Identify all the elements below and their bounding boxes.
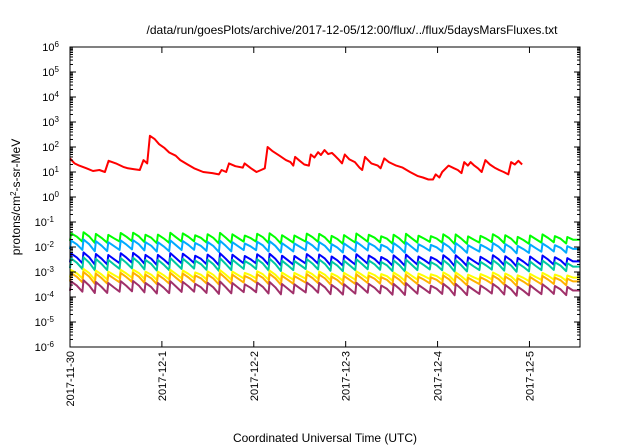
y-tick-exponent: 4 [55,90,60,99]
y-tick-base: 10 [42,192,54,204]
y-tick-label: 106 [42,40,59,55]
y-tick-exponent: -3 [47,265,55,274]
y-tick-label: 10-6 [35,340,55,355]
series-line-7 [69,279,580,297]
series-line-2 [69,238,580,255]
series-layer [69,134,580,297]
y-tick-exponent: 1 [55,165,60,174]
x-axis: 2017-11-30 2017-12-1 2017-12-2 2017-12-3 201… [65,47,536,406]
x-tick-label: 2017-12-1 [157,351,169,401]
series-line-6 [69,271,580,287]
y-tick-exponent: -1 [47,215,55,224]
y-tick-label: 103 [42,115,59,130]
y-tick-base: 10 [35,342,47,354]
y-axis-label-exponent: 2 [9,191,18,196]
x-axis-label: Coordinated Universal Time (UTC) [233,431,417,445]
y-tick-exponent: 5 [55,65,60,74]
series-line-1 [69,231,580,246]
y-axis-label: protons/cm2-s-sr-MeV [9,139,24,255]
y-tick-label: 100 [42,190,59,205]
y-tick-exponent: 0 [55,190,60,199]
y-axis: 10610510410310210110010-110-210-310-410-… [35,40,580,355]
y-tick-base: 10 [35,292,47,304]
x-tick-label: 2017-12-4 [433,351,445,401]
y-tick-base: 10 [42,167,54,179]
x-tick-label: 2017-12-3 [341,351,353,401]
y-tick-exponent: -2 [47,240,55,249]
y-tick-base: 10 [42,117,54,129]
y-tick-exponent: 2 [55,140,60,149]
y-tick-label: 105 [42,65,59,80]
y-tick-label: 102 [42,140,59,155]
x-tick-label: 2017-12-5 [524,351,536,401]
y-tick-label: 10-2 [35,240,55,255]
series-line-0 [69,134,523,181]
y-tick-base: 10 [42,67,54,79]
y-tick-label: 101 [42,165,59,180]
y-tick-exponent: 6 [55,40,60,49]
chart-title: /data/run/goesPlots/archive/2017-12-05/1… [147,23,559,37]
y-tick-base: 10 [42,42,54,54]
y-tick-exponent: -5 [47,315,55,324]
x-tick-label: 2017-12-2 [249,351,261,401]
series-line-4 [69,256,580,273]
y-tick-base: 10 [35,317,47,329]
y-tick-base: 10 [35,267,47,279]
y-tick-exponent: -6 [47,340,55,349]
y-tick-base: 10 [42,142,54,154]
y-axis-label-main: protons/cm [9,196,23,255]
x-tick-label: 2017-11-30 [65,351,77,406]
y-tick-base: 10 [42,92,54,104]
y-tick-label: 10-1 [35,215,55,230]
y-tick-base: 10 [35,217,47,229]
y-axis-label-rest: -s-sr-MeV [9,139,23,192]
y-tick-label: 10-4 [35,290,55,305]
y-tick-exponent: 3 [55,115,60,124]
y-tick-label: 104 [42,90,59,105]
y-tick-base: 10 [35,242,47,254]
y-tick-label: 10-5 [35,315,55,330]
y-tick-exponent: -4 [47,290,55,299]
plot-frame [69,46,581,348]
y-tick-label: 10-3 [35,265,55,280]
